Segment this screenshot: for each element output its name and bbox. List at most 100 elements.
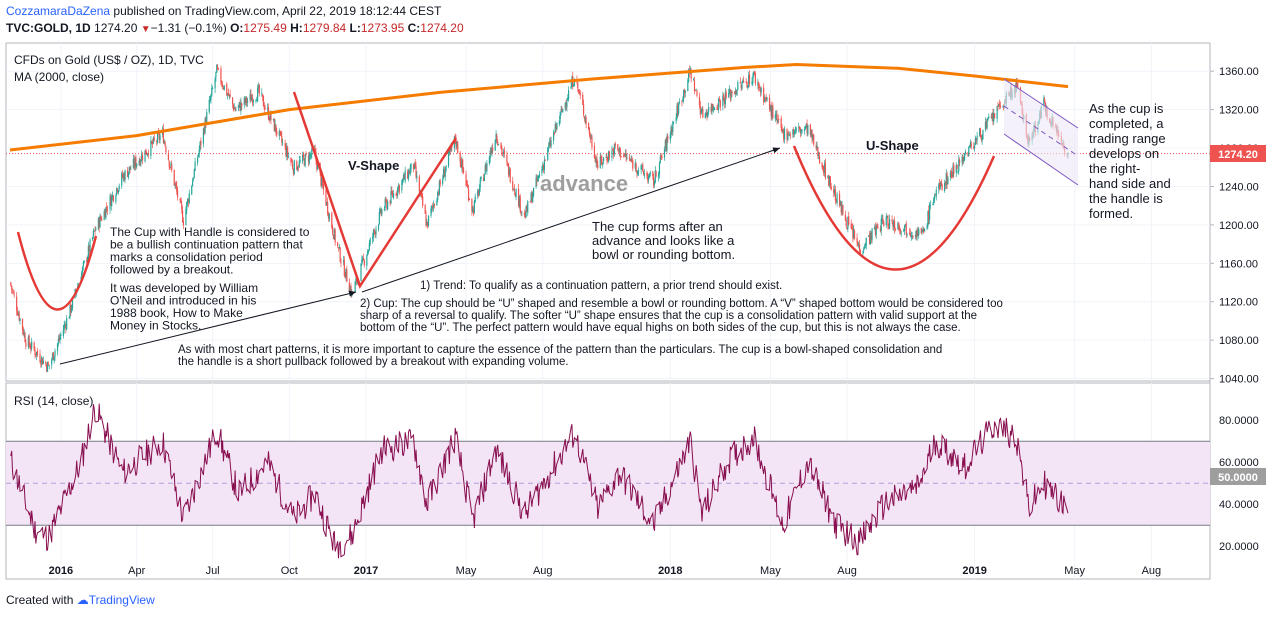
candle-body — [753, 71, 756, 75]
candle-body — [287, 156, 290, 158]
candle-body — [990, 116, 992, 119]
tradingview-logo-icon[interactable]: ☁ — [76, 593, 89, 607]
candle-body — [630, 159, 632, 161]
annotation-line: bottom of the “U”. The perfect pattern w… — [360, 322, 961, 334]
candle-body — [846, 227, 848, 229]
candle-body — [115, 195, 117, 202]
candle-body — [655, 171, 657, 177]
candle-body — [885, 216, 887, 226]
candle-body — [222, 84, 224, 87]
candle-body — [58, 338, 60, 341]
candle-body — [82, 262, 84, 266]
candle-body — [992, 113, 994, 121]
candle-body — [909, 233, 912, 236]
candle-body — [601, 159, 603, 165]
candle-body — [502, 151, 505, 154]
candle-body — [594, 156, 596, 163]
candle-body — [683, 89, 686, 94]
candle-body — [418, 176, 420, 193]
candle-body — [128, 166, 130, 173]
candle-body — [392, 193, 394, 197]
candle-body — [16, 311, 19, 315]
candle-body — [603, 157, 605, 162]
candle-body — [648, 174, 651, 178]
candle-body — [227, 92, 230, 96]
candle-body — [799, 128, 801, 134]
candle-body — [768, 97, 771, 110]
candle-body — [448, 151, 450, 154]
candle-body — [467, 188, 470, 201]
candle-body — [325, 189, 327, 206]
candle-body — [255, 99, 257, 102]
candle-body — [572, 84, 575, 87]
candle-body — [670, 127, 672, 135]
candle-body — [876, 225, 878, 227]
candle-body — [742, 80, 744, 83]
author-link[interactable]: CozzamaraDaZena — [6, 4, 111, 18]
candle-body — [497, 144, 500, 146]
candle-body — [176, 185, 178, 192]
candle-body — [409, 168, 411, 175]
candle-body — [287, 147, 289, 157]
candle-body — [804, 126, 806, 130]
candle-body — [444, 170, 446, 177]
candle-body — [934, 194, 937, 196]
price-tick-label: 1040.00 — [1219, 374, 1259, 386]
candle-body — [29, 345, 31, 349]
v-shape-lines — [292, 91, 458, 289]
rsi-tick-label: 40.0000 — [1219, 499, 1259, 511]
candle-body — [401, 180, 403, 191]
candle-body — [660, 155, 662, 157]
candle-body — [317, 163, 319, 170]
candle-body — [939, 183, 941, 189]
candle-body — [678, 101, 681, 104]
candle-body — [600, 156, 602, 161]
candle-body — [462, 159, 464, 170]
candle-body — [917, 230, 919, 237]
candle-body — [893, 221, 896, 229]
candle-body — [642, 164, 644, 172]
candle-body — [694, 90, 696, 92]
candle-body — [390, 191, 392, 204]
candle-body — [844, 214, 846, 221]
candle-body — [27, 337, 29, 347]
main-pane-title: CFDs on Gold (US$ / OZ), 1D, TVC — [14, 53, 204, 67]
candle-body — [923, 228, 926, 232]
candle-body — [829, 176, 831, 187]
time-tick-label: Aug — [533, 565, 553, 577]
candle-body — [582, 94, 584, 105]
candle-body — [506, 154, 508, 162]
candle-body — [512, 181, 514, 190]
annotation-line: develops on — [1089, 146, 1159, 161]
candle-body — [578, 89, 580, 92]
candle-body — [964, 152, 967, 154]
candle-body — [63, 324, 65, 330]
candle-body — [290, 157, 292, 163]
candle-body — [550, 140, 552, 147]
candle-body — [186, 199, 189, 204]
candle-body — [636, 170, 638, 174]
candle-body — [92, 230, 94, 237]
publish-text: published on TradingView.com, April 22, … — [113, 4, 442, 18]
candle-body — [541, 168, 543, 174]
candle-body — [30, 347, 32, 350]
candle-body — [676, 105, 678, 119]
candle-body — [811, 130, 813, 139]
arrow-2 — [361, 147, 781, 293]
annotation-line: 2) Cup: The cup should be “U” shaped and… — [360, 298, 1003, 310]
candle-body — [946, 174, 948, 185]
candle-body — [979, 128, 982, 137]
candle-body — [495, 134, 497, 141]
candle-body — [362, 258, 364, 262]
candle-body — [293, 160, 295, 175]
candle-body — [204, 118, 206, 134]
candle-body — [298, 160, 300, 167]
candle-body — [745, 81, 747, 83]
candle-body — [777, 120, 779, 122]
candle-body — [827, 176, 829, 179]
candle-body — [473, 200, 475, 213]
essence-note: As with most chart patterns, it is more … — [178, 344, 942, 368]
tradingview-brand[interactable]: TradingView — [88, 593, 155, 607]
